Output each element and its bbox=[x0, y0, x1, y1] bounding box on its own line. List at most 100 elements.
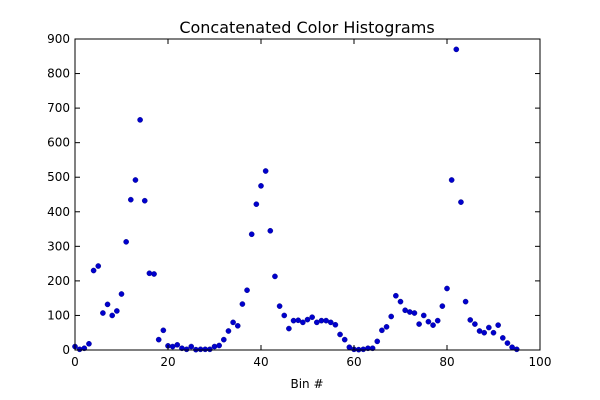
data-point bbox=[132, 177, 139, 183]
data-point bbox=[295, 317, 302, 324]
data-point bbox=[202, 346, 208, 353]
data-point bbox=[462, 298, 469, 305]
data-point bbox=[239, 301, 246, 307]
data-point bbox=[420, 312, 427, 319]
data-point bbox=[146, 270, 153, 277]
y-tick-label: 100 bbox=[47, 308, 70, 322]
data-point bbox=[151, 271, 157, 277]
data-point bbox=[248, 231, 255, 238]
data-point bbox=[272, 273, 278, 280]
y-tick-label: 800 bbox=[47, 67, 70, 81]
data-point bbox=[86, 340, 92, 347]
x-tick-label: 100 bbox=[529, 355, 552, 369]
data-point bbox=[393, 292, 399, 299]
data-point bbox=[104, 301, 111, 308]
y-tick-label: 900 bbox=[47, 32, 70, 46]
data-point bbox=[416, 321, 422, 327]
data-point bbox=[276, 303, 283, 309]
chart-title: Concatenated Color Histograms bbox=[179, 18, 434, 37]
data-point bbox=[118, 291, 125, 297]
data-point bbox=[76, 346, 83, 353]
data-point bbox=[286, 325, 292, 332]
data-point bbox=[262, 168, 269, 174]
data-point bbox=[160, 327, 167, 334]
data-point bbox=[234, 323, 241, 329]
y-tick-label: 300 bbox=[47, 239, 70, 253]
data-point bbox=[300, 319, 306, 326]
data-point bbox=[434, 317, 441, 324]
data-point bbox=[183, 346, 190, 353]
data-point bbox=[458, 199, 464, 205]
data-point bbox=[388, 313, 395, 320]
data-point bbox=[100, 310, 106, 316]
data-point bbox=[513, 346, 520, 353]
data-point bbox=[155, 336, 162, 343]
data-point bbox=[467, 317, 474, 323]
x-axis-title: Bin # bbox=[290, 377, 323, 391]
data-point bbox=[309, 314, 315, 320]
data-point bbox=[220, 336, 227, 343]
data-point bbox=[244, 287, 250, 294]
data-point bbox=[448, 177, 455, 183]
x-tick-label: 60 bbox=[346, 355, 361, 369]
data-point bbox=[481, 329, 488, 336]
data-point bbox=[397, 298, 404, 305]
data-point bbox=[123, 239, 129, 245]
data-point bbox=[327, 319, 334, 326]
data-point bbox=[225, 328, 232, 334]
data-point bbox=[504, 340, 511, 346]
data-point bbox=[337, 331, 343, 338]
y-tick-label: 700 bbox=[47, 101, 70, 115]
data-point bbox=[304, 316, 311, 323]
data-point bbox=[346, 344, 353, 351]
data-point bbox=[476, 328, 483, 334]
data-point bbox=[281, 312, 288, 319]
data-point bbox=[430, 322, 436, 328]
data-point bbox=[439, 303, 446, 309]
data-point bbox=[509, 344, 515, 351]
data-point bbox=[114, 308, 120, 314]
data-point bbox=[323, 317, 329, 324]
x-tick-label: 0 bbox=[71, 355, 79, 369]
x-tick-label: 40 bbox=[253, 355, 268, 369]
y-tick-label: 200 bbox=[47, 274, 70, 288]
data-point bbox=[332, 321, 339, 328]
data-point bbox=[499, 335, 506, 341]
data-point bbox=[490, 329, 497, 336]
data-point bbox=[383, 324, 390, 330]
y-axis: 0 100 200 300 400 500 600 700 800 900 bbox=[47, 32, 540, 357]
data-point bbox=[360, 346, 367, 353]
data-point bbox=[216, 342, 222, 349]
y-tick-label: 600 bbox=[47, 136, 70, 150]
x-axis: 0 20 40 60 80 100 bbox=[71, 39, 551, 369]
x-tick-label: 80 bbox=[439, 355, 454, 369]
data-point bbox=[207, 346, 213, 353]
data-point bbox=[374, 338, 381, 345]
data-point bbox=[109, 312, 115, 319]
data-point bbox=[141, 197, 148, 204]
data-point bbox=[253, 201, 260, 207]
data-point bbox=[95, 263, 102, 269]
plot-area bbox=[74, 38, 541, 351]
data-point bbox=[290, 317, 297, 324]
data-point bbox=[444, 285, 450, 292]
data-point bbox=[90, 267, 97, 274]
data-point bbox=[406, 309, 413, 315]
data-point bbox=[267, 227, 274, 234]
data-point bbox=[258, 183, 264, 189]
data-point bbox=[341, 336, 348, 343]
y-tick-label: 400 bbox=[47, 205, 70, 219]
data-point bbox=[174, 342, 181, 348]
data-points bbox=[72, 46, 520, 353]
y-tick-label: 500 bbox=[47, 170, 70, 184]
data-point bbox=[197, 346, 204, 353]
data-point bbox=[230, 319, 236, 326]
data-point bbox=[188, 343, 195, 350]
data-point bbox=[453, 46, 460, 53]
x-tick-label: 20 bbox=[160, 355, 175, 369]
data-point bbox=[411, 310, 418, 316]
data-point bbox=[313, 319, 320, 326]
data-point bbox=[169, 343, 176, 350]
data-point bbox=[211, 343, 218, 350]
